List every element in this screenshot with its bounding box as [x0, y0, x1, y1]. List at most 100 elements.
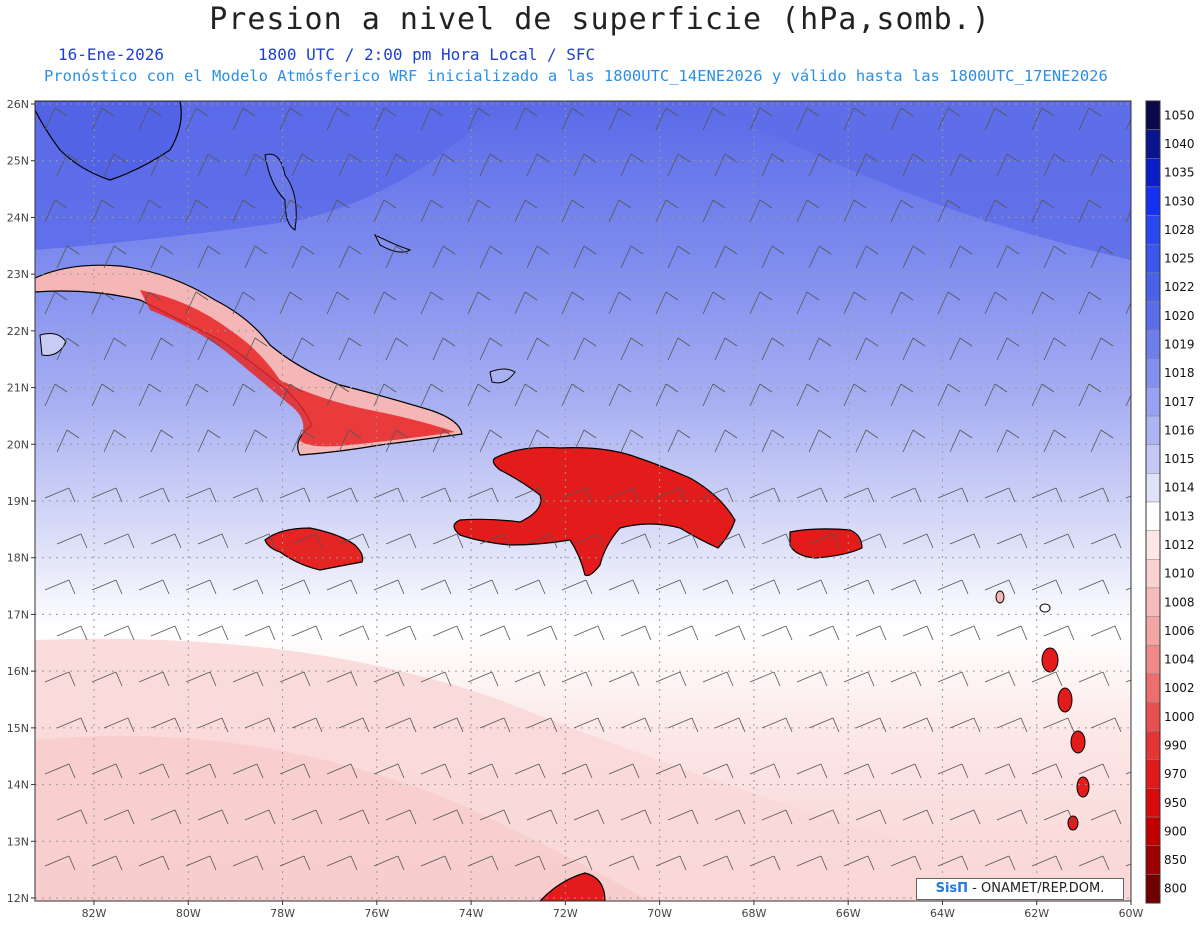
land-masses [35, 101, 1090, 901]
colorbar-swatch [1145, 587, 1161, 617]
colorbar-label: 1018 [1164, 366, 1195, 380]
credit-box: SisΠ - ONAMET/REP.DOM. [916, 878, 1124, 900]
jamaica-landmass [264, 527, 364, 571]
colorbar-label: 1002 [1164, 681, 1195, 695]
colorbar-swatch [1145, 501, 1161, 531]
colorbar-label: 800 [1164, 882, 1187, 896]
longitude-label: 72W [553, 907, 578, 920]
colorbar-swatch [1145, 100, 1161, 130]
venezuela-coast [539, 872, 606, 901]
cuba-low [140, 290, 455, 447]
colorbar-label: 1008 [1164, 595, 1195, 609]
latitude-label: 22N [7, 325, 29, 338]
colorbar-swatch [1145, 158, 1161, 188]
small-island [995, 590, 1005, 604]
colorbar-swatch [1145, 415, 1161, 445]
latitude-label: 25N [7, 155, 29, 168]
longitude-label: 62W [1024, 907, 1049, 920]
colorbar-label: 1040 [1164, 137, 1195, 151]
colorbar-swatch [1145, 874, 1161, 904]
latitude-label: 16N [7, 665, 29, 678]
colorbar-label: 1016 [1164, 423, 1195, 437]
colorbar: 1050 1040 1035 1030 1028 1025 1022 1020 1019 1018… [1145, 100, 1195, 904]
hispaniola-landmass [453, 446, 736, 577]
colorbar-swatch [1145, 301, 1161, 331]
colorbar-swatch [1145, 129, 1161, 159]
colorbar-swatch [1145, 845, 1161, 875]
longitude-label: 76W [364, 907, 389, 920]
colorbar-label: 1017 [1164, 395, 1195, 409]
latitude-label: 18N [7, 552, 29, 565]
forecast-time: 1800 UTC / 2:00 pm Hora Local / SFC [258, 45, 596, 64]
florida-peninsula [35, 101, 182, 181]
latitude-label: 26N [7, 98, 29, 111]
longitude-label: 64W [930, 907, 955, 920]
colorbar-label: 1028 [1164, 223, 1195, 237]
forecast-description: Pronóstico con el Modelo Atmósferico WRF… [44, 67, 1108, 85]
turks-caicos [489, 368, 516, 384]
colorbar-label: 1012 [1164, 538, 1195, 552]
latitude-label: 14N [7, 779, 29, 792]
colorbar-label: 1019 [1164, 337, 1195, 351]
page-title: Presion a nivel de superficie (hPa,somb.… [209, 2, 991, 37]
colorbar-label: 1013 [1164, 509, 1195, 523]
latitude-label: 19N [7, 495, 29, 508]
dominica-island [1057, 687, 1073, 713]
st-vincent-island [1067, 815, 1079, 831]
colorbar-label: 1020 [1164, 309, 1195, 323]
colorbar-label: 1015 [1164, 452, 1195, 466]
sispi-logo: SisΠ [935, 881, 969, 896]
colorbar-label: 990 [1164, 738, 1187, 752]
longitude-label: 60W [1119, 907, 1144, 920]
colorbar-label: 1030 [1164, 194, 1195, 208]
colorbar-swatch [1145, 272, 1161, 302]
map-field [35, 101, 1131, 901]
colorbar-swatch [1145, 444, 1161, 474]
colorbar-swatch [1145, 759, 1161, 789]
longitude-label: 68W [741, 907, 766, 920]
colorbar-swatch [1145, 329, 1161, 360]
latitude-label: 20N [7, 438, 29, 451]
martinique-island [1070, 730, 1086, 754]
longitude-label: 70W [647, 907, 672, 920]
colorbar-label: 970 [1164, 767, 1187, 781]
latitude-label: 13N [7, 835, 29, 848]
wind-barbs [44, 107, 1131, 871]
colorbar-swatch [1145, 816, 1161, 846]
colorbar-swatch [1145, 730, 1161, 761]
colorbar-label: 1014 [1164, 481, 1195, 495]
colorbar-swatch [1145, 530, 1161, 560]
guadeloupe-island [1041, 647, 1059, 673]
longitude-label: 66W [836, 907, 861, 920]
colorbar-swatch [1145, 387, 1161, 417]
latitude-label: 17N [7, 608, 29, 621]
colorbar-swatch [1145, 644, 1161, 675]
bahamas-islands [373, 233, 412, 253]
colorbar-label: 1025 [1164, 252, 1195, 266]
colorbar-label: 1050 [1164, 108, 1195, 122]
credit-text: - ONAMET/REP.DOM. [968, 881, 1105, 896]
bahamas-islands [264, 153, 297, 231]
longitude-label: 80W [176, 907, 201, 920]
latitude-label: 12N [7, 892, 29, 905]
small-island [1039, 603, 1051, 613]
colorbar-swatch [1145, 702, 1161, 732]
colorbar-label: 1006 [1164, 624, 1195, 638]
longitude-labels: 82W 80W 78W 76W 74W 72W 70W 68W 66W 64W 62W 60W [82, 901, 1144, 920]
colorbar-swatch [1145, 243, 1161, 274]
colorbar-swatch [1145, 788, 1161, 818]
latitude-label: 15N [7, 722, 29, 735]
latitude-label: 21N [7, 382, 29, 395]
longitude-label: 78W [270, 907, 295, 920]
colorbar-swatch [1145, 673, 1161, 703]
colorbar-label: 1000 [1164, 710, 1195, 724]
forecast-date: 16-Ene-2026 [58, 45, 164, 64]
colorbar-label: 850 [1164, 853, 1187, 867]
high-pressure-area [700, 101, 1131, 260]
latitude-label: 24N [7, 211, 29, 224]
colorbar-label: 1035 [1164, 166, 1195, 180]
colorbar-swatch [1145, 473, 1161, 503]
puerto-rico-landmass [789, 528, 863, 559]
colorbar-label: 900 [1164, 824, 1187, 838]
